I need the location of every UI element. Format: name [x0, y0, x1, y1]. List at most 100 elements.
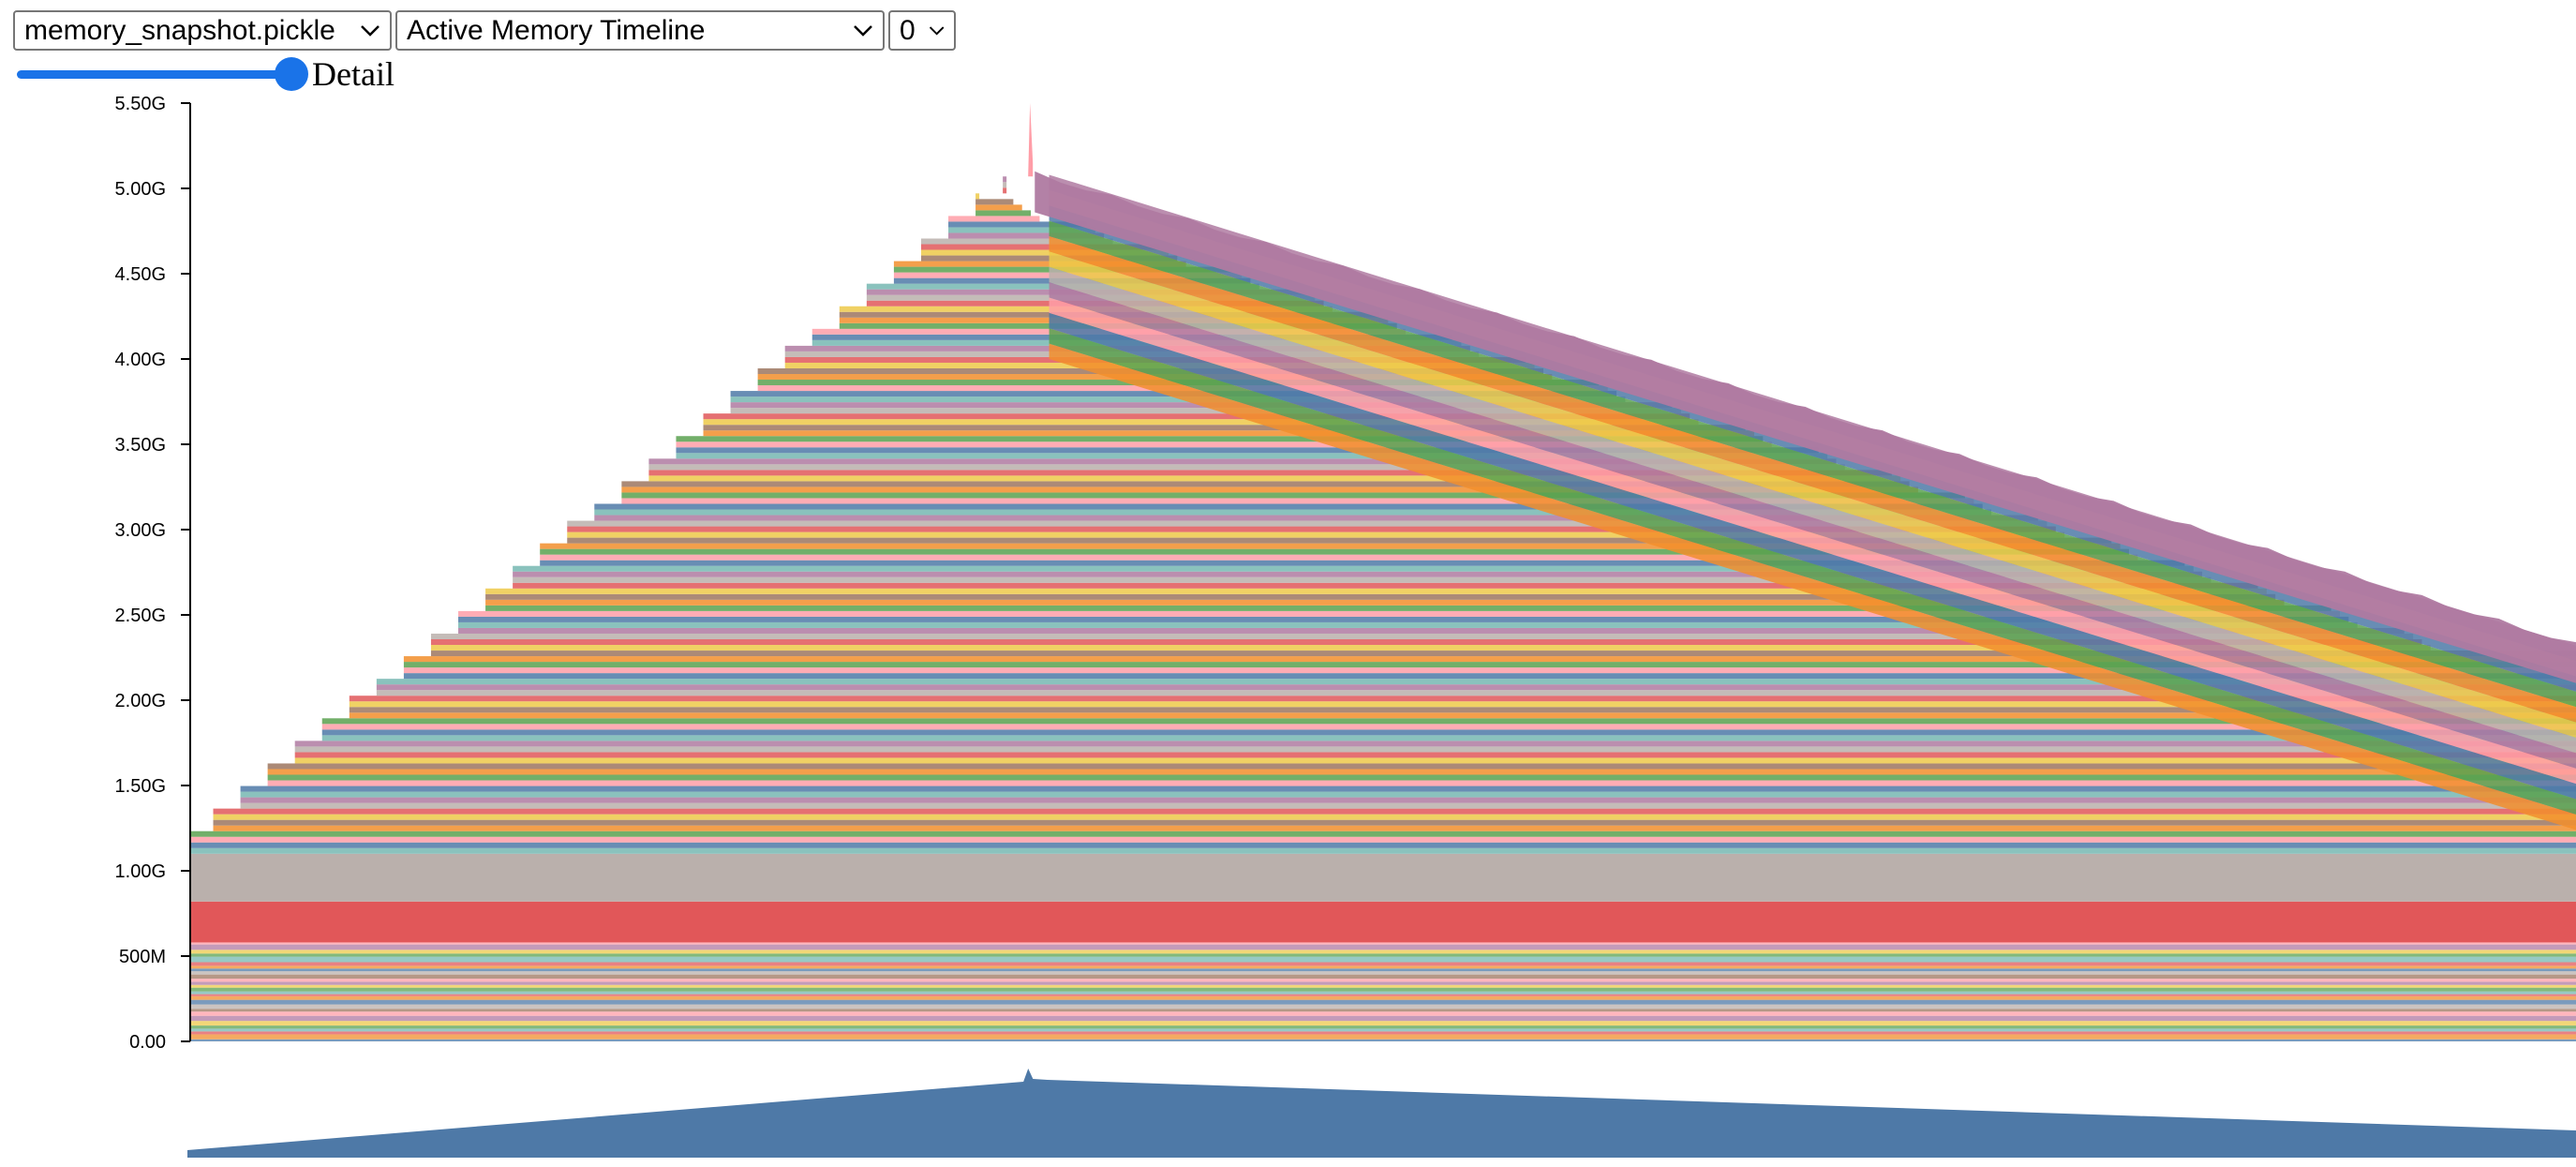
memory-block	[213, 825, 2576, 831]
memory-block	[321, 735, 2576, 741]
memory-block	[975, 210, 1032, 217]
view-mode-select[interactable]: Active Memory Timeline	[395, 10, 885, 51]
memory-block	[948, 221, 1087, 228]
memory-block	[213, 814, 2576, 820]
memory-block	[1003, 176, 1007, 183]
memory-block	[485, 605, 2331, 611]
memory-block	[621, 481, 1910, 487]
memory-block	[648, 458, 1837, 465]
memory-block	[594, 503, 1983, 510]
detail-slider[interactable]	[13, 56, 308, 92]
memory-block	[267, 780, 2576, 786]
memory-block	[1049, 312, 2576, 800]
memory-block	[648, 464, 1845, 471]
memory-block	[1003, 187, 1007, 194]
memory-block	[540, 554, 2138, 561]
y-axis-tick-label: 3.00G	[115, 520, 166, 541]
memory-block	[190, 968, 2576, 972]
y-axis-tick-label: 2.50G	[115, 606, 166, 626]
memory-block	[676, 447, 1819, 454]
memory-block	[190, 981, 2576, 985]
chevron-down-icon	[929, 25, 945, 36]
memory-block	[376, 679, 2576, 685]
memory-block	[458, 627, 2405, 634]
memory-block	[321, 729, 2576, 736]
detail-slider-track[interactable]	[17, 70, 305, 79]
minimap-area	[187, 1069, 2576, 1158]
memory-block	[1049, 235, 2576, 723]
memory-block	[190, 1004, 2576, 1010]
memory-block	[190, 979, 2576, 982]
y-axis-tick-label: 3.50G	[115, 435, 166, 456]
memory-block	[621, 486, 1918, 493]
memory-block	[676, 453, 1828, 459]
toolbar: memory_snapshot.pickle Active Memory Tim…	[13, 10, 956, 51]
memory-block	[975, 193, 980, 200]
memory-block	[321, 724, 2576, 730]
memory-block	[190, 956, 2576, 963]
memory-block	[458, 621, 2358, 628]
memory-block	[1049, 343, 2576, 830]
memory-block	[458, 616, 2349, 622]
device-select[interactable]: 0	[888, 10, 956, 51]
memory-block	[190, 1031, 2576, 1035]
detail-label: Detail	[312, 55, 395, 93]
memory-block	[730, 408, 1681, 414]
memory-block	[1049, 220, 2576, 708]
memory-block	[648, 475, 1901, 482]
memory-block	[703, 413, 1690, 420]
y-axis-tick-label: 0.00	[129, 1032, 166, 1053]
memory-block	[321, 718, 2576, 725]
y-axis-tick-label: 5.00G	[115, 179, 166, 200]
y-axis-tick-label: 4.50G	[115, 264, 166, 285]
memory-block	[513, 582, 2258, 589]
memory-block	[485, 593, 2276, 600]
memory-block	[594, 515, 2039, 521]
memory-block	[920, 249, 1169, 256]
memory-block	[430, 651, 2576, 657]
snapshot-file-select[interactable]: memory_snapshot.pickle	[13, 10, 392, 51]
memory-block	[893, 261, 1186, 267]
memory-block	[190, 942, 2576, 945]
device-select-value: 0	[900, 15, 916, 46]
memory-block	[730, 396, 1626, 403]
minimap-overview[interactable]	[187, 1069, 2576, 1158]
memory-block	[1049, 282, 2576, 769]
detail-slider-thumb[interactable]	[275, 57, 308, 91]
memory-block	[190, 944, 2576, 950]
memory-block	[703, 419, 1699, 426]
memory-block	[294, 752, 2576, 758]
active-memory-timeline-plot	[190, 103, 2576, 1041]
memory-block	[267, 769, 2576, 775]
memory-block	[430, 633, 2414, 639]
memory-block	[213, 808, 2576, 815]
memory-block	[294, 746, 2576, 753]
memory-block-large-gray	[190, 853, 2576, 902]
memory-block	[567, 526, 2056, 532]
memory-block	[190, 987, 2576, 992]
memory-block	[1049, 328, 2576, 815]
memory-block	[540, 560, 2185, 566]
memory-block	[403, 656, 2576, 663]
memory-block	[213, 819, 2576, 826]
memory-block	[190, 965, 2576, 969]
view-mode-select-value: Active Memory Timeline	[407, 15, 706, 46]
memory-block	[621, 498, 1974, 504]
y-axis-tick-label: 2.00G	[115, 691, 166, 711]
memory-block	[948, 216, 1040, 222]
chevron-down-icon	[361, 24, 380, 37]
memory-block	[190, 1011, 2576, 1016]
memory-block	[190, 1039, 2576, 1041]
memory-block	[703, 430, 1754, 437]
memory-block	[648, 470, 1892, 476]
y-axis-tick-label: 1.50G	[115, 776, 166, 797]
memory-block	[430, 645, 2431, 651]
memory-block	[403, 662, 2576, 668]
memory-block	[294, 741, 2576, 747]
memory-block	[430, 638, 2422, 646]
memory-block	[485, 599, 2285, 606]
memory-block	[403, 667, 2576, 674]
memory-block	[190, 830, 2576, 837]
memory-block	[190, 1034, 2576, 1040]
memory-block	[190, 1015, 2576, 1022]
